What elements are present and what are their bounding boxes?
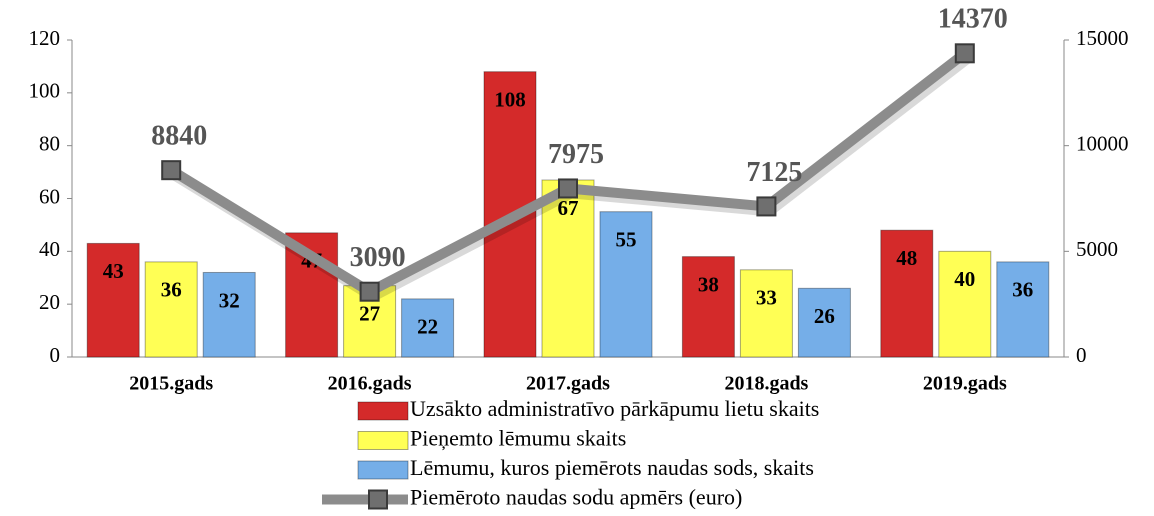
y-tick-label: 0 [50,343,61,367]
legend-label: Uzsākto administratīvo pārkāpumu lietu s… [410,396,819,421]
bar [880,229,934,358]
line-marker [359,281,380,302]
legend-marker [368,489,388,510]
legend-swatch [357,431,409,450]
bar-label: 22 [417,315,438,339]
y-tick-label: 40 [39,237,60,261]
bar [401,298,455,358]
bar [996,261,1050,358]
bar-label: 48 [896,246,917,270]
x-tick-label: 2017.gads [526,373,610,395]
line-marker [558,178,578,199]
y-tick-label: 100 [29,79,61,103]
bar [86,242,140,358]
line-marker [756,196,777,217]
bar-label: 108 [494,88,526,112]
y2-tick-label: 15000 [1076,26,1129,50]
bar-label: 27 [359,301,380,325]
bar-label: 26 [814,304,835,328]
x-tick-label: 2019.gads [923,373,1007,395]
line-marker [161,160,182,181]
legend-label: Pieņemto lēmumu skaits [410,426,626,451]
y2-tick-label: 5000 [1076,237,1118,261]
line-label: 3090 [350,242,406,273]
legend-swatch [357,460,409,480]
bar [202,271,256,358]
legend-swatch [357,401,409,421]
bar-label: 67 [558,196,579,220]
bar [739,269,793,358]
line-label: 8840 [151,121,207,152]
bar [797,287,851,358]
bar-label: 33 [756,286,777,310]
bar-label: 38 [698,272,719,296]
line-label: 7125 [746,157,802,188]
x-tick-label: 2018.gads [724,373,808,395]
x-tick-label: 2016.gads [328,373,412,395]
y-tick-label: 20 [39,290,60,314]
bar [938,250,992,358]
bar-label: 43 [103,259,124,283]
y-tick-label: 60 [39,184,60,208]
legend-label: Lēmumu, kuros piemērots naudas sods, ska… [410,455,814,480]
bar-label: 32 [219,288,240,312]
bar [599,211,653,358]
bar-label: 40 [954,267,975,291]
y-tick-label: 120 [29,26,61,50]
line-label: 14370 [938,4,1008,35]
y2-tick-label: 10000 [1076,131,1129,155]
y2-tick-label: 0 [1076,343,1087,367]
y-tick-label: 80 [39,131,60,155]
bar-label: 36 [1012,278,1033,302]
bar [144,261,198,358]
line-label: 7975 [548,139,604,170]
legend-label: Piemēroto naudas sodu apmērs (euro) [410,485,742,510]
line-marker [954,43,975,64]
bar [343,285,397,358]
bar [541,179,595,358]
bar-label: 55 [616,228,637,252]
bar-label: 36 [161,278,182,302]
x-tick-label: 2015.gads [129,373,213,395]
bar [681,256,735,358]
